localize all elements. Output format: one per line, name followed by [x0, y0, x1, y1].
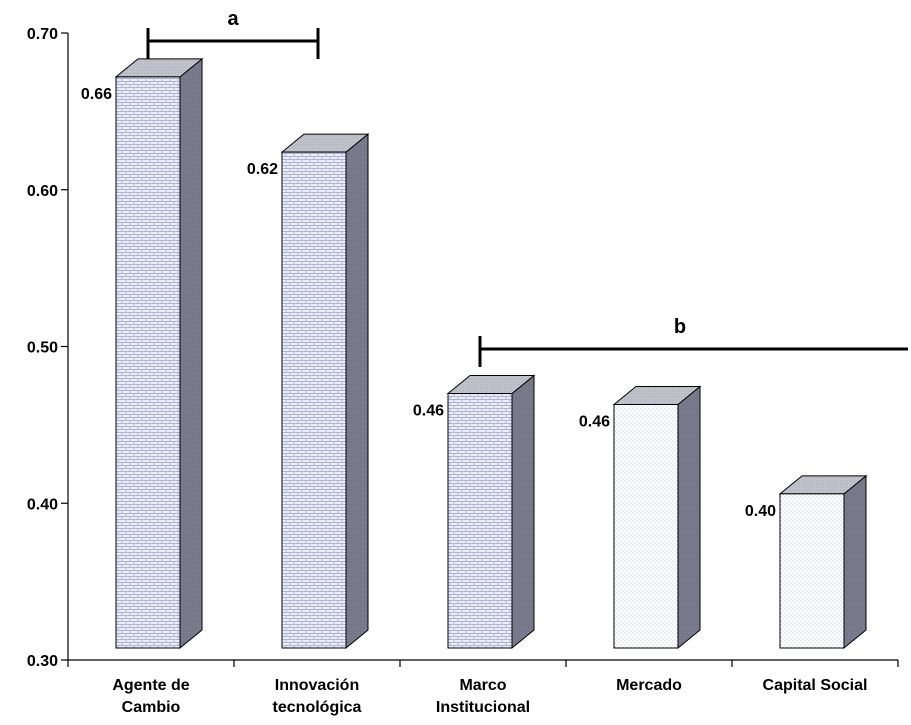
bar: 0.62	[247, 133, 370, 650]
group-bracket: a	[146, 8, 320, 59]
x-tick-label: Agente de Cambio	[112, 677, 189, 716]
bar-front	[281, 151, 347, 649]
bar-value-label: 0.46	[413, 403, 444, 420]
x-axis-ticks: Agente de Cambio Innovación tecnológica Marc…	[67, 660, 899, 716]
bar-side	[345, 133, 369, 650]
bar-side	[179, 57, 203, 650]
y-tick-label: 0.50	[27, 340, 58, 357]
bar-side	[843, 474, 867, 650]
x-tick-label: Innovación tecnológica	[273, 677, 362, 716]
y-tick-label: 0.60	[27, 183, 58, 200]
bar-value-label: 0.66	[81, 86, 112, 103]
bar-front	[779, 493, 845, 649]
bar-side	[511, 374, 535, 650]
bar: 0.66	[81, 57, 204, 650]
y-tick-label: 0.40	[27, 496, 58, 513]
bar-value-label: 0.62	[247, 161, 278, 178]
x-tick-label: Mercado	[616, 677, 682, 694]
y-tick-label: 0.30	[27, 653, 58, 670]
bar-value-label: 0.46	[579, 413, 610, 430]
group-label: a	[227, 8, 239, 30]
significance-groups: ab	[146, 8, 908, 367]
x-tick-label: Marco Institucional	[436, 677, 530, 716]
bar-front	[447, 393, 513, 649]
bar-side	[677, 385, 701, 650]
bar: 0.46	[579, 385, 702, 650]
bars: 0.66 0.62 0.46 0.46 0.40	[81, 57, 868, 650]
y-tick-label: 0.70	[27, 26, 58, 43]
group-label: b	[674, 316, 686, 338]
bar-front	[613, 403, 679, 649]
bar-front	[115, 76, 181, 649]
group-bracket: b	[478, 316, 908, 367]
bar: 0.46	[413, 374, 536, 650]
bar: 0.40	[745, 474, 868, 650]
y-axis-ticks: 0.30 0.40 0.50 0.60 0.70	[27, 26, 68, 670]
x-tick-label: Capital Social	[763, 677, 868, 694]
bar-value-label: 0.40	[745, 503, 776, 520]
